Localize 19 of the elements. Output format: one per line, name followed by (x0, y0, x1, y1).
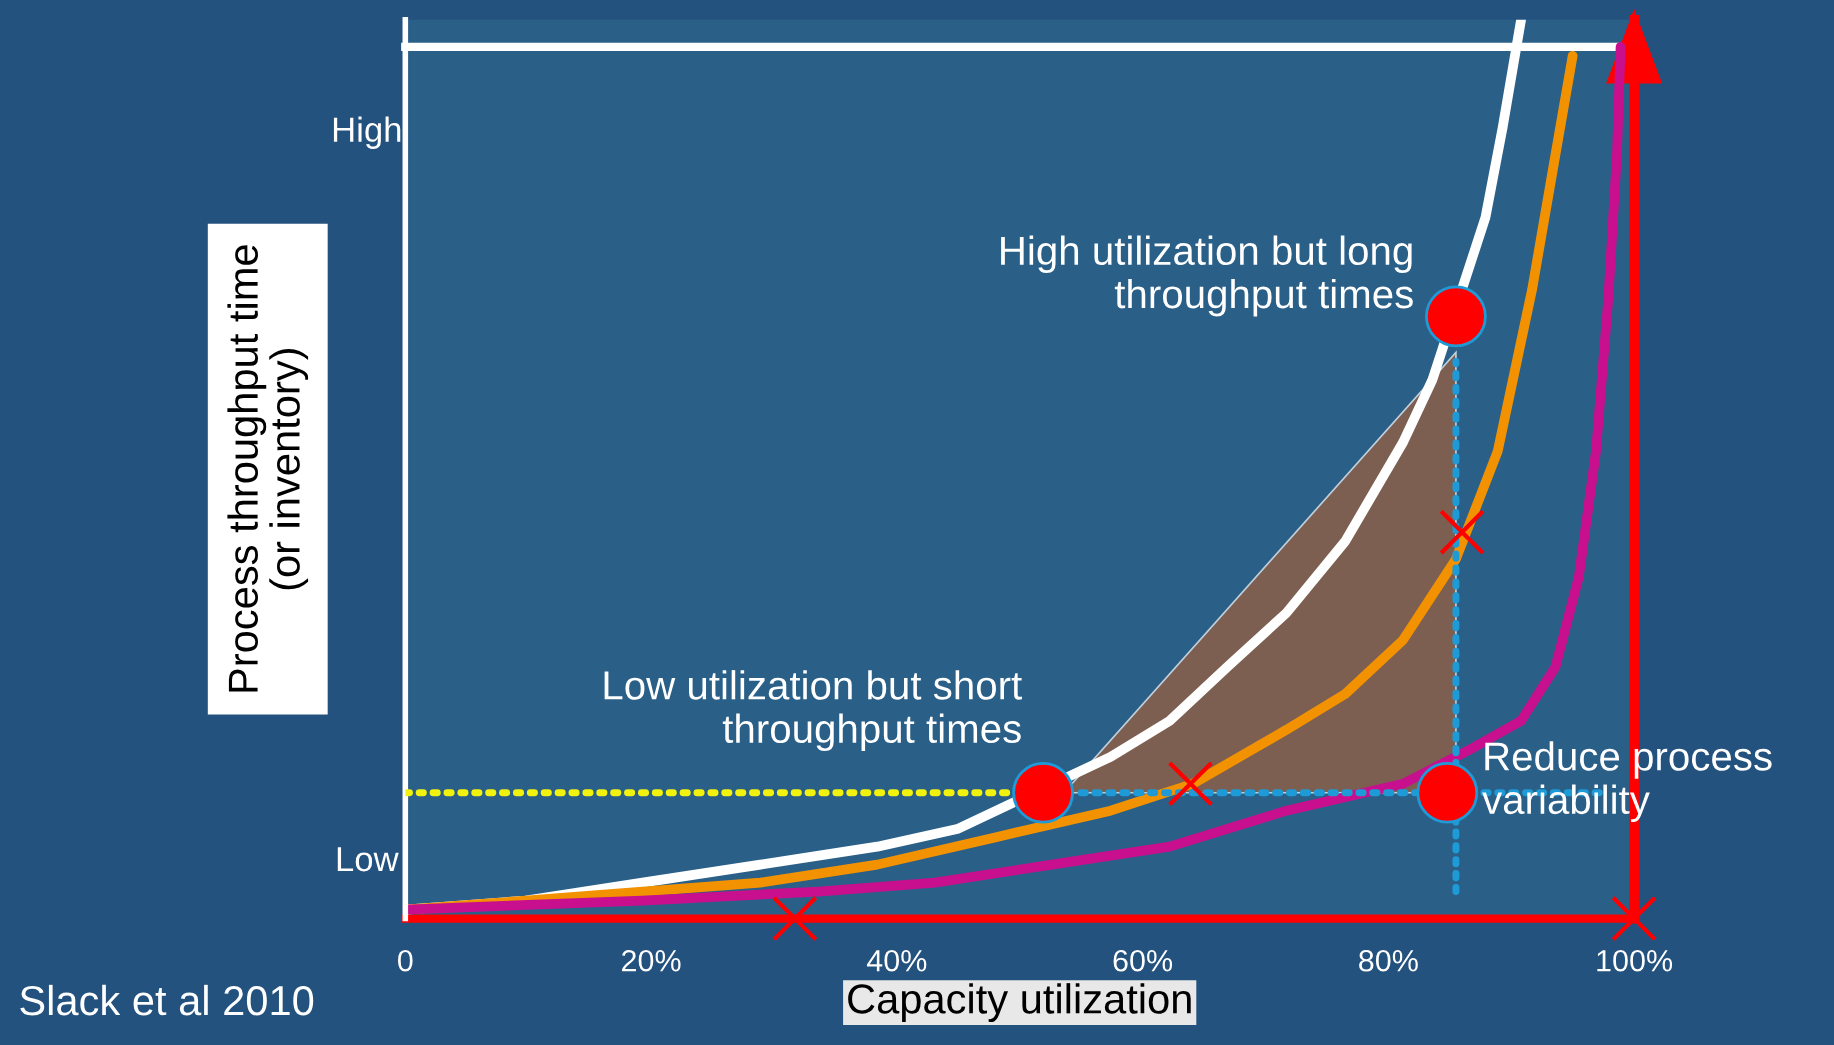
text: Slack et al 2010 (20, 984, 314, 1016)
point (1611, 895, 1658, 942)
x-tick-label: 0 (398, 949, 413, 972)
point (1416, 761, 1479, 824)
annotation: Low utilization but short throughput times (604, 670, 1022, 752)
annotation: High utilization but long throughput times (1001, 235, 1413, 317)
text: High (333, 116, 401, 149)
x-tick-label: 40% (866, 949, 927, 972)
x-tick-label: 20% (622, 949, 681, 972)
point (1012, 761, 1074, 824)
x-tick-label: 80% (1359, 949, 1418, 972)
point (771, 895, 818, 942)
x-tick-label: 60% (1113, 949, 1173, 972)
text: Low (337, 847, 399, 872)
y-axis-title: Process throughput time (or inventory) (227, 245, 309, 692)
point (1439, 509, 1485, 556)
x-axis-title: Capacity utilization (848, 983, 1191, 1022)
point (1425, 285, 1487, 348)
x-tick-label: 100% (1597, 949, 1673, 972)
